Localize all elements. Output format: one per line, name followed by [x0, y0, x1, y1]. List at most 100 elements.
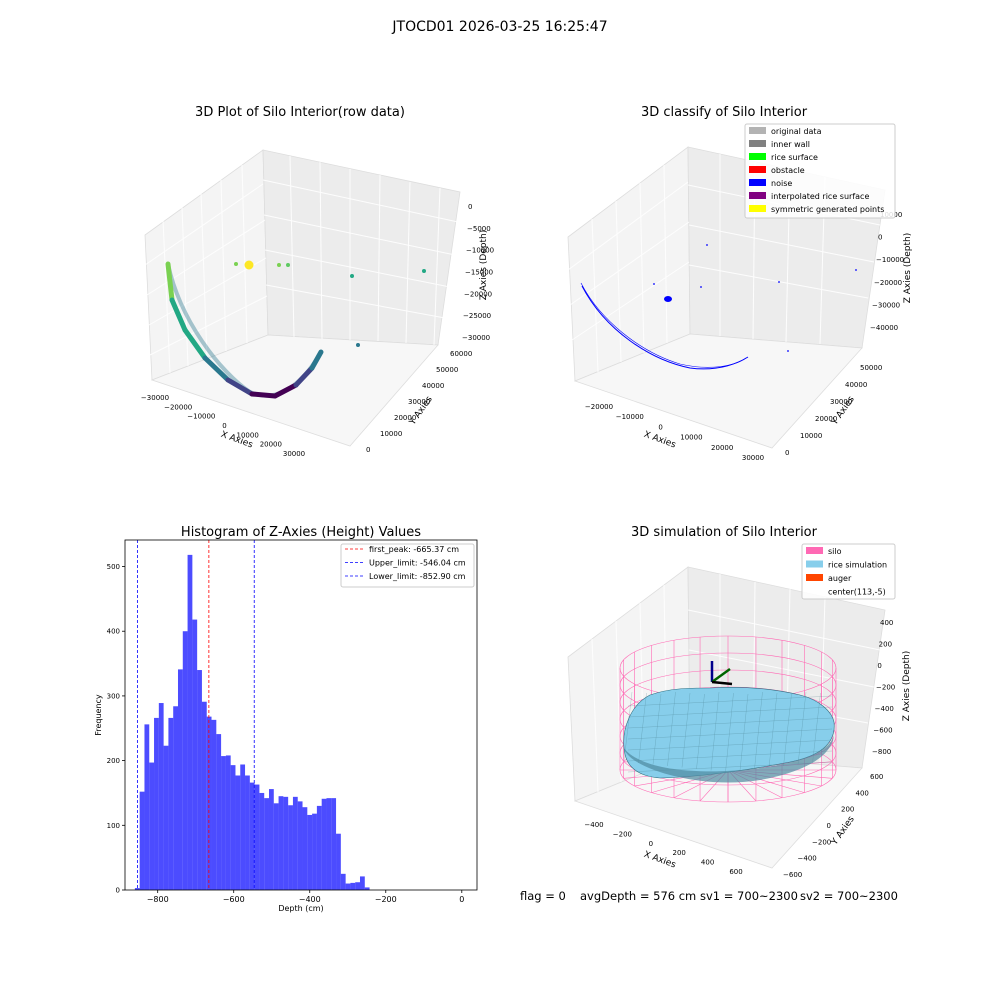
y-tick-label: 0 [116, 887, 120, 895]
x-tick-label: 10000 [237, 431, 259, 439]
histogram-bars [134, 554, 370, 890]
axes-3d-box [144, 149, 461, 447]
histogram-bar [221, 756, 226, 890]
z-axis-label: Z Axies (Depth) [903, 233, 913, 304]
y-ticks: 0 10000 20000 30000 40000 50000 [785, 364, 882, 457]
histogram-bar [225, 755, 231, 890]
legend-swatch [806, 547, 823, 554]
y-axis-label: Y Axies [829, 814, 857, 847]
histogram-bar [297, 801, 303, 890]
histogram-bar [273, 803, 279, 890]
x-axis-label: X Axies [642, 430, 677, 451]
z-tick-label: 0 [877, 662, 881, 670]
x-tick-label: 200 [673, 849, 686, 857]
mesh-line [627, 706, 833, 718]
x-tick-label: −10000 [616, 413, 644, 421]
histogram-bar [355, 882, 360, 890]
sv1-value: sv1 = 700~2300 [700, 889, 798, 903]
z-tick-label: −30000 [872, 301, 900, 309]
histogram-bar [350, 882, 356, 890]
histogram-bar [364, 887, 370, 890]
histogram-bar [307, 814, 313, 890]
panel-simulation-3d: 3D simulation of Silo Interior −400 −200 0… [567, 525, 912, 879]
data-curve-segment [169, 297, 188, 333]
legend-label: inner wall [771, 140, 810, 149]
legend: silo rice simulation auger center(113,-5) [801, 543, 896, 600]
y-tick-label: −400 [798, 855, 817, 863]
z-tick-label: −5000 [467, 225, 491, 233]
histogram-bar [216, 734, 222, 890]
z-tick-label: −15000 [465, 269, 493, 277]
y-ticks: 0 10000 20000 30000 40000 50000 60000 [366, 350, 472, 454]
flag-value: flag = 0 [520, 889, 566, 903]
x-tick-label: 10000 [680, 434, 702, 442]
z-tick-label: −20000 [464, 290, 492, 298]
histogram-bar [144, 724, 150, 890]
histogram-bar [235, 775, 241, 890]
panel-raw-3d: 3D Plot of Silo Interior(row data) [141, 105, 494, 458]
x-tick-label: −400 [584, 821, 603, 829]
y-tick-label: 0 [785, 449, 789, 457]
data-point [277, 263, 281, 267]
axes-3d-box [567, 146, 886, 449]
y-tick-label: 10000 [800, 432, 822, 440]
z-tick-label: −20000 [874, 279, 902, 287]
y-tick-label: −600 [783, 871, 802, 879]
z-tick-label: −400 [875, 705, 894, 713]
histogram-bar [336, 833, 341, 890]
data-point [350, 274, 354, 278]
histogram-bar [201, 701, 207, 890]
data-point [286, 263, 290, 267]
data-point [244, 260, 254, 270]
data-curve-segment [165, 261, 175, 303]
histogram-bar [259, 792, 265, 890]
x-ticks: −20000−10000 0 10000 20000 30000 [585, 403, 764, 462]
x-tick-label: 20000 [711, 444, 733, 452]
x-tick-label: 30000 [283, 450, 305, 458]
histogram-bar [158, 703, 164, 890]
legend-swatch [749, 127, 766, 134]
x-tick-label: 0 [222, 422, 226, 430]
legend-label: Upper_limit: -546.04 cm [369, 559, 466, 568]
legend-label: rice simulation [828, 561, 887, 570]
y-tick-label: 200 [107, 757, 120, 765]
x-tick-label: 0 [649, 840, 653, 848]
legend-swatch [749, 153, 766, 160]
y-tick-label: 100 [107, 822, 120, 830]
data-curve-segment [249, 391, 278, 399]
histogram-bar [312, 813, 317, 890]
mesh-line [710, 691, 720, 771]
mesh-line [739, 693, 749, 771]
histogram-bar [163, 745, 169, 890]
x-ticks: −400 −200 0 200 400 600 [584, 821, 742, 876]
mesh-line [652, 693, 662, 765]
histogram-bar [292, 796, 298, 890]
histogram-bar [154, 717, 159, 890]
histogram-bar [326, 798, 332, 890]
mesh-line [725, 692, 734, 773]
histogram-bar [149, 762, 155, 890]
histogram-bar [316, 805, 322, 890]
data-point [356, 343, 360, 347]
x-axis-label: Depth (cm) [278, 904, 323, 913]
mesh-line [627, 739, 833, 751]
data-point [422, 269, 426, 273]
y-axis-label: Frequency [94, 694, 103, 736]
y-tick-label: −200 [812, 838, 831, 846]
x-tick-label: 400 [701, 859, 714, 867]
y-tick-label: 600 [870, 773, 883, 781]
histogram-bar [283, 796, 289, 890]
legend-swatch [806, 574, 823, 581]
legend-label: rice surface [771, 153, 818, 162]
z-tick-label: −200 [876, 684, 895, 692]
panel-histogram: Histogram of Z-Axies (Height) Values −80… [94, 525, 478, 913]
mesh-line [627, 728, 833, 740]
histogram-bar [182, 631, 188, 890]
data-point [700, 286, 702, 288]
x-tick-label: −30000 [141, 394, 169, 402]
mesh-line [627, 695, 833, 707]
legend: original data inner wall rice surface obsta… [744, 123, 896, 219]
legend-label: symmetric generated points [771, 205, 884, 214]
histogram-bar [168, 717, 174, 890]
